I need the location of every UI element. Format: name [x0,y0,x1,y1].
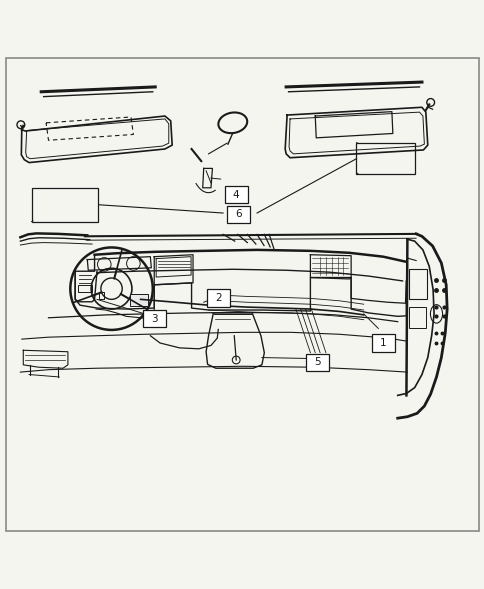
FancyBboxPatch shape [371,335,394,352]
FancyBboxPatch shape [224,186,247,203]
Bar [408,269,426,299]
FancyBboxPatch shape [227,206,250,223]
Text: 3: 3 [151,314,157,324]
Text: 6: 6 [235,210,242,220]
Text: 1: 1 [379,338,386,348]
Text: 2: 2 [214,293,221,303]
FancyBboxPatch shape [305,353,328,371]
Bar [130,294,148,306]
Bar [31,188,98,221]
Text: 4: 4 [232,190,239,200]
FancyBboxPatch shape [142,310,166,327]
Bar [356,143,414,174]
Text: 5: 5 [313,358,320,368]
Bar [77,285,92,292]
FancyArrowPatch shape [20,125,22,127]
Bar [408,307,425,329]
FancyBboxPatch shape [206,289,229,307]
